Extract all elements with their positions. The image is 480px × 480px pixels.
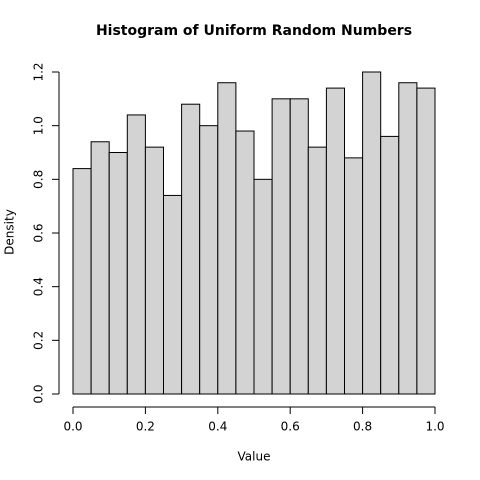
x-tick-label: 0.0	[63, 420, 82, 434]
bar	[235, 130, 255, 395]
x-tick-label: 0.8	[353, 420, 372, 434]
bar	[108, 152, 128, 395]
bar	[126, 114, 146, 395]
bar	[271, 98, 291, 395]
y-tick-label: 0.0	[32, 384, 46, 403]
bar	[72, 168, 92, 395]
bar	[144, 146, 164, 395]
y-tick-label: 0.2	[32, 331, 46, 350]
y-tick-label: 1.2	[32, 62, 46, 81]
bar	[307, 146, 327, 395]
x-tick-label: 1.0	[425, 420, 444, 434]
x-axis-label: Value	[238, 450, 271, 464]
bar	[416, 87, 436, 395]
bar	[380, 135, 400, 395]
bar	[289, 98, 309, 395]
y-tick-label: 1.0	[32, 116, 46, 135]
bar	[163, 194, 183, 395]
y-tick-label: 0.6	[32, 223, 46, 242]
bar	[90, 141, 110, 395]
y-axis-label: Density	[3, 209, 17, 255]
bar	[398, 82, 418, 395]
bar	[325, 87, 345, 395]
y-tick-label: 0.8	[32, 170, 46, 189]
bar	[199, 125, 219, 395]
x-tick-label: 0.2	[136, 420, 155, 434]
x-tick-label: 0.6	[281, 420, 300, 434]
bar	[217, 82, 237, 395]
y-tick-label: 0.4	[32, 277, 46, 296]
bar	[253, 178, 273, 395]
x-tick-label: 0.4	[208, 420, 227, 434]
bar	[344, 157, 364, 395]
bar	[362, 71, 382, 395]
chart-title: Histogram of Uniform Random Numbers	[96, 23, 412, 39]
bar	[181, 103, 201, 395]
